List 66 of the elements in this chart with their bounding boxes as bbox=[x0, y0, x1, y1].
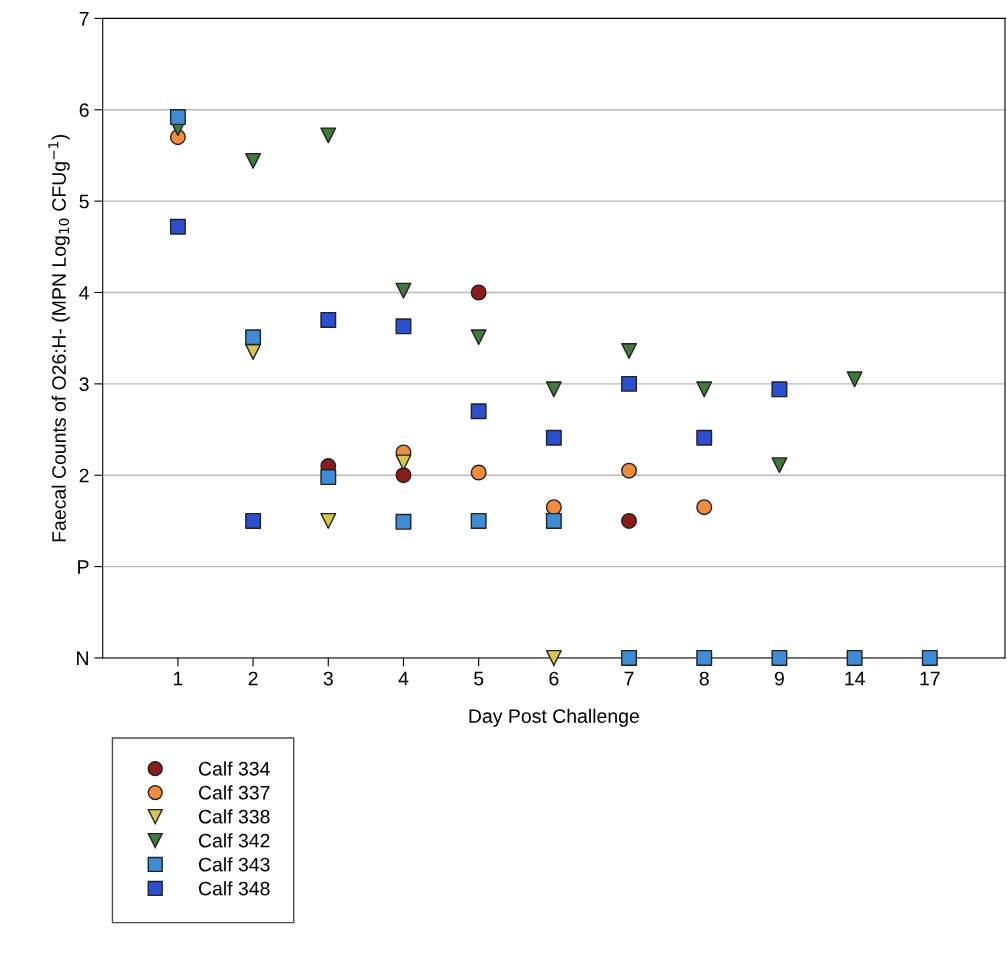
x-tick-label: 4 bbox=[398, 671, 409, 686]
point bbox=[696, 649, 713, 666]
point bbox=[395, 318, 412, 335]
point bbox=[169, 109, 186, 126]
x-tick-label: 8 bbox=[699, 671, 709, 686]
y-tick-label: P bbox=[78, 560, 89, 574]
point bbox=[395, 454, 412, 471]
x-axis-title: Day Post Challenge bbox=[469, 708, 639, 727]
point bbox=[545, 429, 562, 446]
point bbox=[320, 512, 337, 529]
point bbox=[545, 381, 562, 398]
point bbox=[470, 329, 487, 346]
y-tick-label: 6 bbox=[79, 103, 89, 118]
point bbox=[395, 513, 412, 530]
y-axis-title: Faecal Counts of O26:H- (MPN Log$_{10}$ CFUg$^{−1}$) bbox=[48, 134, 70, 542]
point bbox=[621, 462, 638, 479]
y-tick-label: 5 bbox=[79, 194, 89, 209]
point bbox=[245, 343, 262, 360]
point bbox=[696, 429, 713, 446]
point bbox=[621, 512, 638, 529]
point bbox=[771, 457, 788, 474]
point bbox=[621, 375, 638, 392]
point bbox=[771, 381, 788, 398]
legend-label: Calf 343 bbox=[198, 857, 270, 872]
point bbox=[245, 329, 262, 346]
legend-label: Calf 348 bbox=[198, 881, 270, 896]
point bbox=[621, 342, 638, 359]
x-tick-label: 5 bbox=[474, 671, 484, 686]
point bbox=[846, 649, 863, 666]
point bbox=[545, 649, 562, 666]
point bbox=[696, 381, 713, 398]
point bbox=[696, 499, 713, 516]
point bbox=[545, 512, 562, 529]
x-tick-label: 1 bbox=[173, 671, 183, 686]
point bbox=[320, 311, 337, 328]
point bbox=[320, 127, 337, 144]
point bbox=[470, 464, 487, 481]
y-tick-label: 7 bbox=[79, 12, 89, 26]
point bbox=[169, 218, 186, 235]
point bbox=[470, 403, 487, 420]
x-tick-label: 14 bbox=[845, 671, 865, 686]
point bbox=[245, 152, 262, 169]
x-tick-label: 17 bbox=[920, 671, 940, 686]
point bbox=[395, 282, 412, 299]
point bbox=[921, 649, 938, 666]
x-tick-label: 2 bbox=[248, 671, 258, 686]
legend-label: Calf 334 bbox=[198, 761, 270, 776]
point bbox=[470, 512, 487, 529]
point bbox=[470, 284, 487, 301]
point bbox=[320, 469, 337, 486]
point bbox=[846, 371, 863, 388]
point bbox=[245, 512, 262, 529]
x-tick-label: 6 bbox=[549, 671, 559, 686]
legend-label: Calf 342 bbox=[198, 833, 270, 848]
y-tick-label: 2 bbox=[79, 468, 89, 483]
legend-label: Calf 338 bbox=[198, 809, 270, 824]
point bbox=[395, 467, 412, 484]
y-tick-label: N bbox=[77, 651, 88, 665]
point bbox=[621, 649, 638, 666]
x-tick-label: 3 bbox=[323, 671, 333, 686]
legend-label: Calf 337 bbox=[198, 785, 270, 800]
y-tick-label: 3 bbox=[79, 377, 89, 392]
x-tick-label: 7 bbox=[624, 671, 634, 686]
y-tick-label: 4 bbox=[79, 286, 89, 300]
point bbox=[771, 649, 788, 666]
x-tick-label: 9 bbox=[774, 671, 784, 686]
